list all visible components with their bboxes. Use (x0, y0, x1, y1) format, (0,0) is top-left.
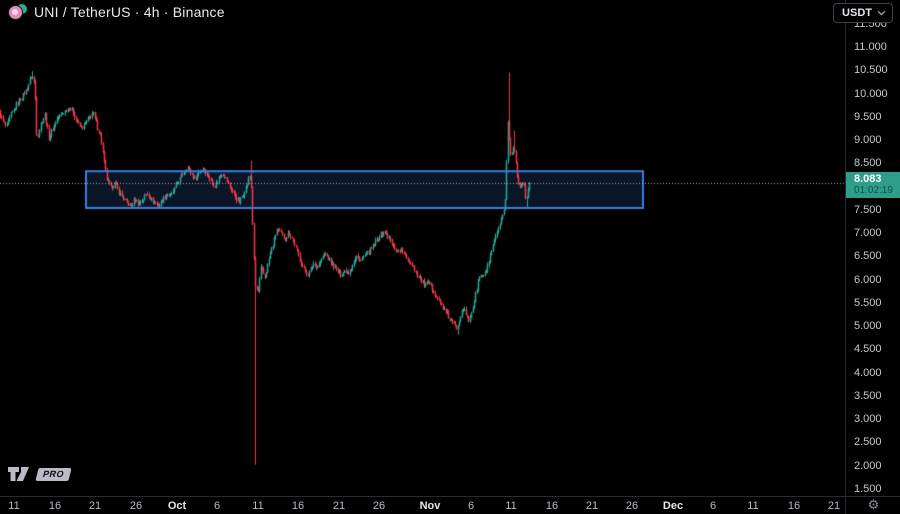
time-axis-label: Oct (167, 500, 187, 512)
pro-badge: PRO (35, 467, 72, 481)
time-axis-label: 16 (787, 500, 801, 512)
price-axis-label: 10.500 (854, 64, 888, 77)
time-axis-label: 6 (709, 500, 717, 512)
time-axis[interactable]: 11 16 21 26 Oct 6 11 16 21 26 Nov 6 11 16 21 26 Dec 6 11 16… (0, 496, 845, 514)
chevron-down-icon (877, 10, 886, 16)
time-axis-label: 6 (467, 500, 475, 512)
tradingview-mark-icon (8, 467, 29, 481)
time-axis-label: 6 (213, 500, 221, 512)
price-axis-label: 2.500 (854, 436, 882, 449)
time-axis-label: 11 (505, 500, 517, 512)
time-axis-label: 16 (545, 500, 559, 512)
price-axis-label: 4.000 (854, 366, 882, 379)
last-price-value: 8.083 (854, 172, 882, 185)
price-axis-label: 7.000 (854, 227, 882, 240)
time-axis-label: 26 (129, 500, 143, 512)
price-axis-label: 6.500 (854, 250, 882, 263)
last-price-badge: 8.083 01:02:19 (846, 171, 900, 198)
time-axis-label: 21 (585, 500, 599, 512)
time-axis-label: 21 (827, 500, 841, 512)
time-axis-label: 16 (48, 500, 62, 512)
price-axis-label: 8.500 (854, 157, 882, 170)
price-axis-label: 9.500 (854, 110, 882, 123)
time-axis-label: 11 (747, 500, 759, 512)
settings-gear-icon[interactable]: ⚙ (867, 498, 880, 513)
price-axis-label: 1.500 (854, 483, 882, 495)
price-axis-label: 5.500 (854, 296, 882, 309)
time-axis-label: Nov (419, 500, 441, 512)
bar-countdown: 01:02:19 (854, 184, 893, 196)
time-axis-label: 16 (291, 500, 305, 512)
price-axis-label: 10.000 (854, 87, 888, 100)
price-axis-label: 9.000 (854, 134, 882, 147)
currency-dropdown-button[interactable]: USDT (833, 3, 893, 23)
tradingview-logo[interactable]: PRO (8, 467, 72, 481)
symbol-title[interactable]: UNI / TetherUS · 4h · Binance (34, 4, 225, 20)
price-axis-label: 11.000 (854, 41, 887, 53)
time-axis-label: 21 (332, 500, 346, 512)
price-axis-label: 4.500 (854, 343, 882, 356)
uniswap-coin-icon (8, 5, 23, 20)
time-axis-label: 21 (88, 500, 102, 512)
currency-label: USDT (842, 7, 872, 19)
time-axis-label: 11 (8, 500, 20, 512)
price-axis-label: 7.500 (854, 203, 882, 216)
price-axis-label: 2.000 (854, 459, 882, 472)
time-axis-label: 11 (252, 500, 264, 512)
pair-logo-icon (8, 4, 27, 20)
time-axis-label: 26 (372, 500, 386, 512)
price-axis-label: 5.000 (854, 320, 882, 333)
symbol-header: UNI / TetherUS · 4h · Binance (8, 4, 225, 20)
price-axis-label: 3.000 (854, 413, 882, 426)
axis-corner: ⚙ (845, 496, 900, 514)
candlestick-chart-canvas[interactable] (0, 0, 845, 496)
time-axis-label: Dec (662, 500, 684, 512)
price-axis-label: 6.000 (854, 273, 882, 286)
price-axis[interactable]: 8.083 01:02:19 11.500 11.000 10.500 10.000 9… (845, 0, 900, 496)
time-axis-label: 26 (625, 500, 639, 512)
price-axis-label: 3.500 (854, 389, 882, 402)
